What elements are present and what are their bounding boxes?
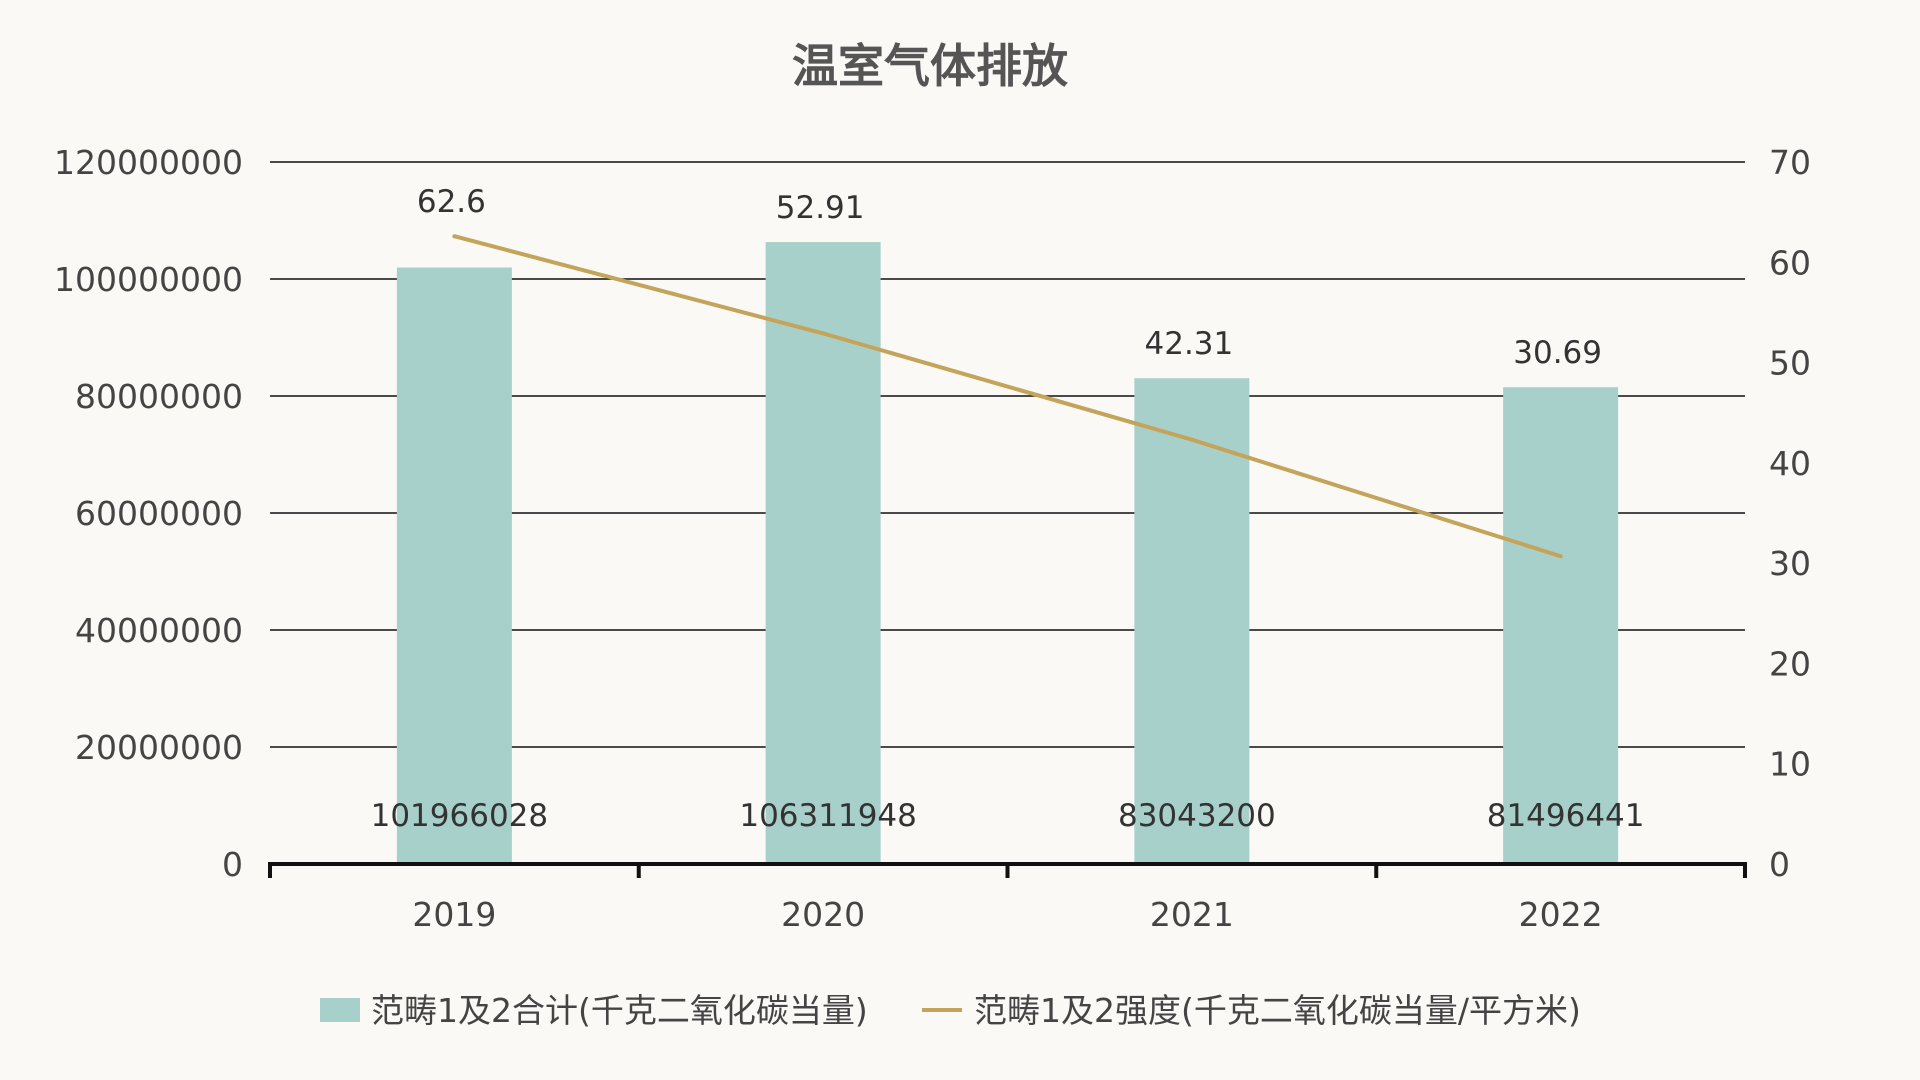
line-point-2020	[821, 331, 826, 336]
legend-label-bar: 范畴1及2合计(千克二氧化碳当量)	[371, 991, 868, 1030]
bar-series	[396, 242, 1619, 865]
bar-2021	[1134, 378, 1250, 864]
chart-title: 温室气体排放	[792, 39, 1068, 93]
x-category-label: 2020	[781, 895, 865, 934]
y-right-tick-label: 50	[1769, 344, 1811, 383]
axes: 0 20000000 40000000 60000000 80000000 1000000…	[54, 143, 1811, 934]
y-right-tick-label: 30	[1769, 544, 1811, 583]
line-point-2019	[452, 234, 457, 239]
y-right-tick-label: 40	[1769, 444, 1811, 483]
y-left-tick-label: 20000000	[75, 728, 243, 767]
line-data-label: 42.31	[1145, 326, 1234, 362]
line-data-label: 30.69	[1513, 335, 1602, 371]
y-right-tick-label: 70	[1769, 143, 1811, 182]
bar-data-label: 101966028	[371, 798, 549, 834]
y-right-tick-label: 10	[1769, 745, 1811, 784]
gridlines	[270, 161, 1745, 748]
bar-data-label: 106311948	[739, 798, 917, 834]
legend-label-line: 范畴1及2强度(千克二氧化碳当量/平方米)	[974, 991, 1581, 1030]
y-left-tick-label: 100000000	[54, 260, 243, 299]
x-category-label: 2019	[412, 895, 496, 934]
y-left-tick-label: 40000000	[75, 611, 243, 650]
y-left-tick-label: 60000000	[75, 494, 243, 533]
y-left-tick-label: 80000000	[75, 377, 243, 416]
y-left-tick-label: 120000000	[54, 143, 243, 182]
bar-data-label: 81496441	[1487, 798, 1645, 834]
bar-2022	[1503, 387, 1619, 864]
line-point-2022	[1558, 554, 1563, 559]
legend: 范畴1及2合计(千克二氧化碳当量) 范畴1及2强度(千克二氧化碳当量/平方米)	[320, 991, 1581, 1030]
bar-2019	[396, 267, 512, 864]
line-data-label: 62.6	[417, 184, 486, 220]
bar-data-label: 83043200	[1118, 798, 1276, 834]
x-category-label: 2022	[1519, 895, 1603, 934]
x-category-label: 2021	[1150, 895, 1234, 934]
y-left-tick-label: 0	[222, 845, 243, 884]
intensity-line	[453, 234, 1562, 559]
data-labels: 101966028 106311948 83043200 81496441 62.6 52…	[371, 184, 1645, 834]
y-right-tick-label: 20	[1769, 644, 1811, 683]
line-data-label: 52.91	[776, 190, 865, 226]
legend-swatch-bar	[320, 998, 360, 1022]
y-right-tick-label: 0	[1769, 845, 1790, 884]
line-series	[452, 234, 1563, 559]
line-point-2021	[1189, 437, 1194, 442]
y-right-tick-label: 60	[1769, 243, 1811, 282]
